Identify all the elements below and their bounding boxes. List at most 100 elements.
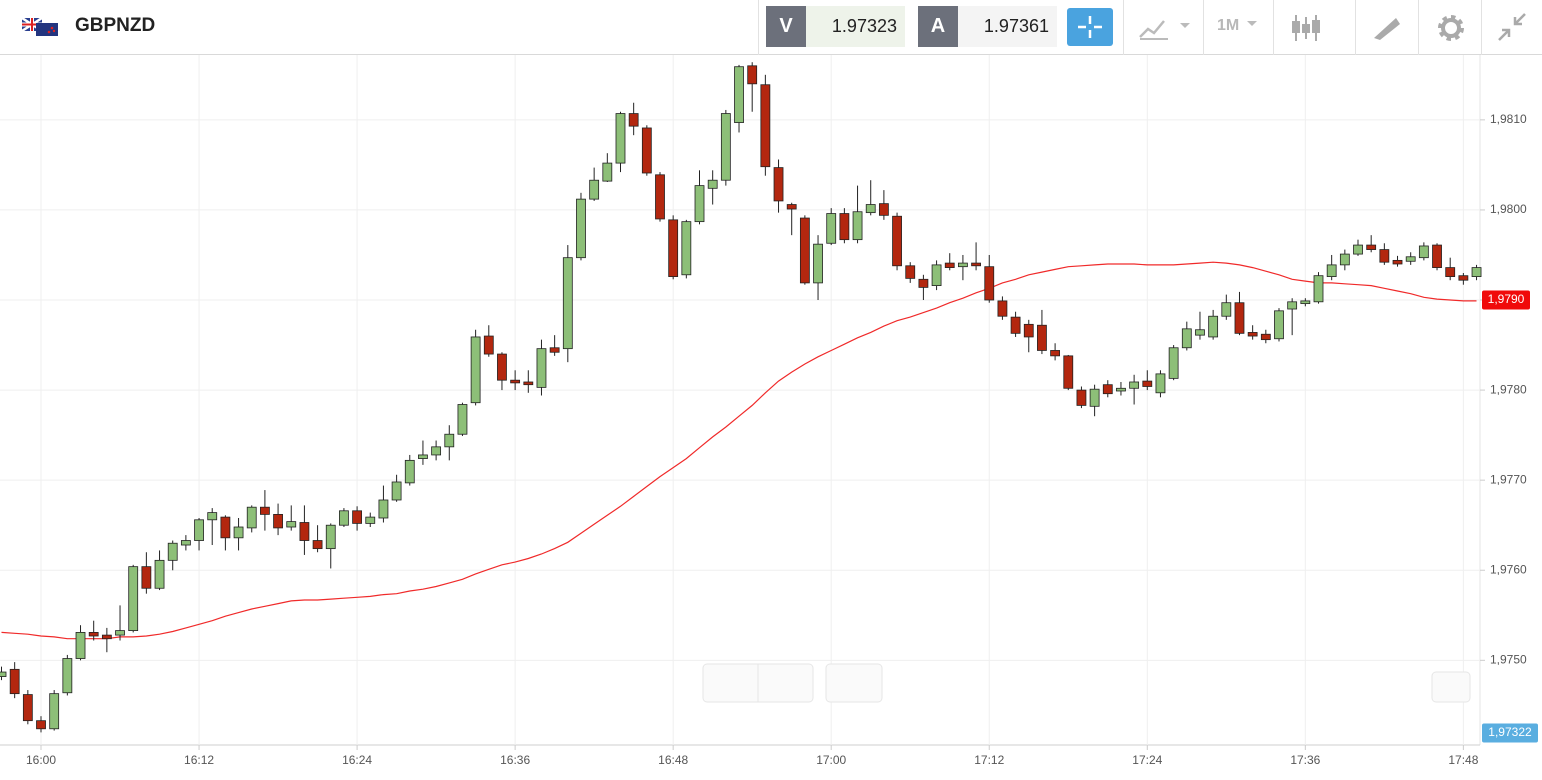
candle-body — [233, 526, 244, 539]
timeframe[interactable]: 1M — [1217, 17, 1240, 34]
x-tick-label: 17:12 — [974, 753, 1004, 767]
buy-label[interactable]: A — [918, 6, 958, 47]
candle-body — [892, 215, 902, 267]
candle-body — [36, 720, 46, 730]
candle-body — [1326, 264, 1337, 277]
candle-body — [1471, 267, 1482, 277]
candle-body — [1234, 302, 1245, 334]
candle-body — [49, 693, 60, 730]
candle-body — [839, 213, 850, 241]
candle-body — [668, 219, 679, 277]
candle-body — [878, 203, 889, 216]
candle-body — [220, 516, 231, 539]
candle-body — [1418, 245, 1429, 259]
candle-body — [299, 522, 310, 541]
candle-body — [1023, 323, 1034, 338]
separator — [1203, 0, 1204, 55]
x-tick-label: 17:36 — [1290, 753, 1320, 767]
separator — [758, 0, 759, 55]
nav-button[interactable] — [1431, 671, 1471, 703]
x-tick-label: 17:24 — [1132, 753, 1162, 767]
candle-body — [180, 540, 191, 546]
candle-body — [88, 632, 99, 637]
candle-body — [154, 559, 165, 589]
candle-body — [378, 499, 389, 519]
candle-body — [589, 179, 600, 200]
settings-button[interactable] — [1436, 13, 1466, 43]
candle-body — [615, 113, 626, 164]
price-label-text: 1,97322 — [1488, 725, 1532, 739]
candle-body — [760, 84, 771, 168]
candle-body — [1063, 355, 1074, 389]
candle-body — [1208, 315, 1219, 338]
candle-body — [1300, 300, 1311, 305]
candle-body — [404, 459, 415, 484]
candle-body — [1392, 259, 1403, 265]
candle-body — [510, 379, 521, 384]
crosshair-button[interactable] — [1067, 8, 1113, 46]
candle-body — [562, 257, 573, 350]
candle-body — [365, 516, 376, 524]
candle-body — [786, 204, 797, 210]
x-tick-label: 16:12 — [184, 753, 214, 767]
candle-body — [1129, 381, 1140, 389]
candle-body — [1050, 350, 1060, 357]
collapse-button[interactable] — [1497, 12, 1527, 42]
candle-body — [944, 262, 955, 268]
candle-body — [694, 185, 705, 223]
candle-body — [1445, 267, 1456, 277]
candle-body — [22, 694, 33, 722]
sell-label[interactable]: V — [766, 6, 806, 47]
candle-body — [246, 506, 257, 529]
candle-body — [1287, 301, 1298, 310]
candle-button[interactable] — [1290, 13, 1324, 43]
candle-body — [576, 198, 586, 259]
candle-body — [707, 179, 718, 189]
chart-type-button[interactable] — [1138, 15, 1194, 41]
nav-button[interactable] — [825, 663, 883, 703]
y-tick-label: 1,9780 — [1490, 382, 1527, 396]
candle-body — [444, 433, 455, 448]
candle-body — [101, 634, 112, 640]
candle-body — [865, 204, 876, 214]
ma-label-box — [1482, 290, 1530, 310]
separator — [1355, 0, 1356, 55]
y-tick-label: 1,9750 — [1490, 652, 1527, 666]
candle-body — [536, 348, 547, 388]
candle-body — [273, 513, 283, 529]
candle-body — [720, 113, 731, 181]
candle-body — [958, 262, 968, 268]
candle-body — [194, 519, 204, 541]
candle-body — [1313, 275, 1324, 303]
candle-body — [115, 630, 125, 636]
candle-body — [1168, 347, 1179, 379]
candle-body — [918, 278, 929, 288]
grid — [0, 55, 1485, 750]
candle-body — [391, 481, 402, 501]
candle-body — [339, 510, 349, 526]
buy-price[interactable]: 1.97361 — [958, 6, 1057, 47]
drawing-button[interactable] — [1372, 14, 1402, 42]
candle-body — [431, 446, 442, 456]
moving-average-line — [1, 261, 1477, 640]
candle-body — [1037, 324, 1047, 351]
toolbar: GBPNZD V 1.97323 A 1.97361 1M — [0, 0, 1542, 55]
candle-body — [1432, 244, 1442, 268]
candle-body — [9, 668, 20, 695]
candle-body — [141, 566, 152, 589]
flag-icon — [22, 18, 58, 36]
sell-price[interactable]: 1.97323 — [806, 6, 905, 47]
candle-body — [1076, 389, 1087, 406]
candle-body — [1353, 244, 1363, 255]
candle-body — [418, 454, 428, 459]
marks — [0, 62, 1482, 733]
candle-body — [799, 217, 810, 284]
candle-body — [0, 671, 7, 677]
candle-body — [128, 566, 139, 632]
x-tick-label: 17:00 — [816, 753, 846, 767]
candle-body — [931, 264, 942, 287]
candle-body — [1155, 373, 1166, 394]
candle-body — [1339, 253, 1350, 266]
candle-body — [628, 113, 639, 127]
